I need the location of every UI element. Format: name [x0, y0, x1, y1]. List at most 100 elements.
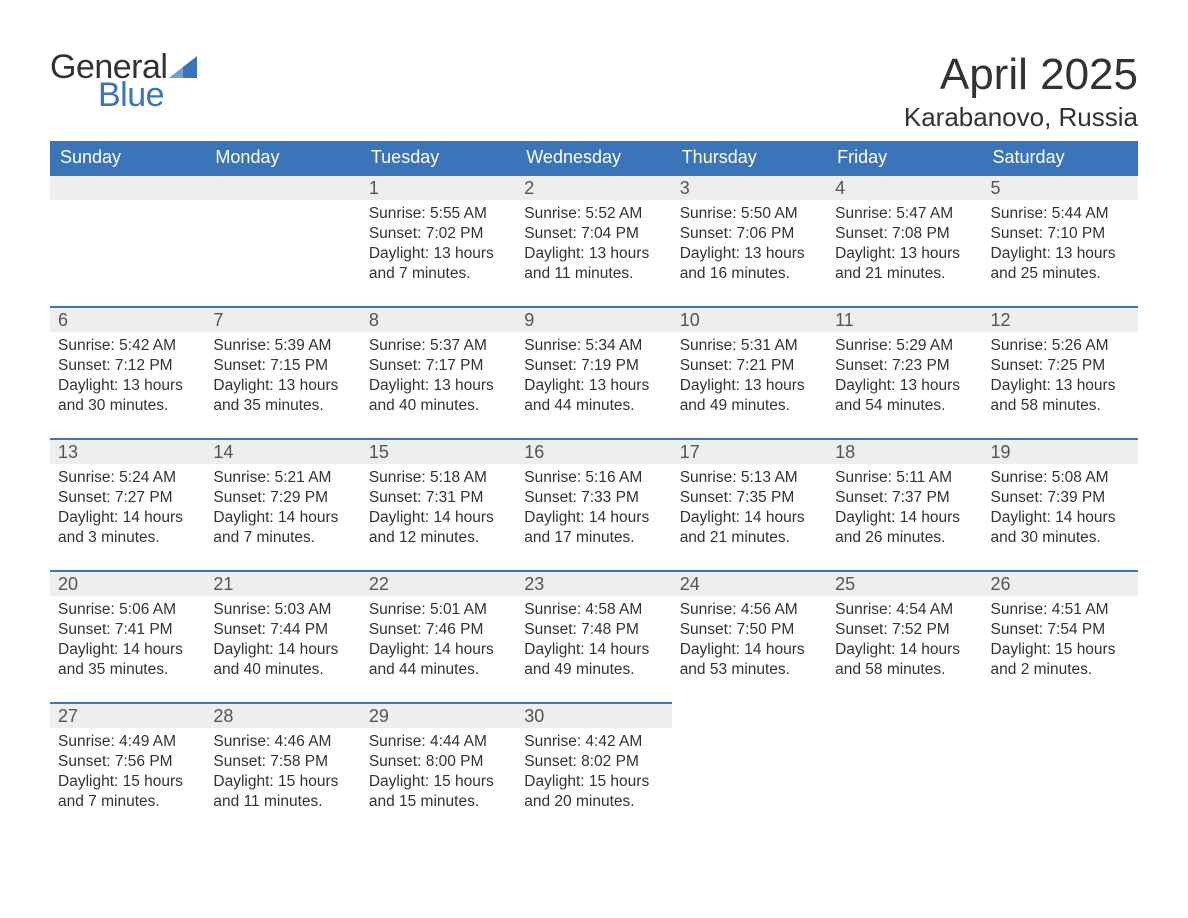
day-sunset: Sunset: 7:25 PM	[991, 356, 1130, 376]
calendar-cell: 12Sunrise: 5:26 AMSunset: 7:25 PMDayligh…	[983, 306, 1138, 438]
day-number-bar: 7	[205, 306, 360, 332]
day-daylight2: and 25 minutes.	[991, 264, 1130, 284]
day-daylight1: Daylight: 15 hours	[369, 772, 508, 792]
calendar-cell: 2Sunrise: 5:52 AMSunset: 7:04 PMDaylight…	[516, 174, 671, 306]
day-daylight2: and 58 minutes.	[835, 660, 974, 680]
day-sunrise: Sunrise: 4:49 AM	[58, 732, 197, 752]
day-sunset: Sunset: 7:10 PM	[991, 224, 1130, 244]
day-number-bar: 25	[827, 570, 982, 596]
day-number: 4	[835, 178, 845, 198]
day-number: 26	[991, 574, 1011, 594]
day-number: 23	[524, 574, 544, 594]
day-sunrise: Sunrise: 4:54 AM	[835, 600, 974, 620]
day-number-bar: 6	[50, 306, 205, 332]
calendar-cell: 19Sunrise: 5:08 AMSunset: 7:39 PMDayligh…	[983, 438, 1138, 570]
day-daylight1: Daylight: 14 hours	[524, 508, 663, 528]
day-number: 3	[680, 178, 690, 198]
day-daylight2: and 7 minutes.	[213, 528, 352, 548]
day-daylight2: and 17 minutes.	[524, 528, 663, 548]
day-sunrise: Sunrise: 5:31 AM	[680, 336, 819, 356]
day-daylight1: Daylight: 15 hours	[213, 772, 352, 792]
day-sunset: Sunset: 7:15 PM	[213, 356, 352, 376]
calendar-cell: 3Sunrise: 5:50 AMSunset: 7:06 PMDaylight…	[672, 174, 827, 306]
day-sunset: Sunset: 7:29 PM	[213, 488, 352, 508]
day-number-bar: 16	[516, 438, 671, 464]
day-body: Sunrise: 5:37 AMSunset: 7:17 PMDaylight:…	[361, 332, 516, 425]
day-body: Sunrise: 5:06 AMSunset: 7:41 PMDaylight:…	[50, 596, 205, 689]
day-body: Sunrise: 5:21 AMSunset: 7:29 PMDaylight:…	[205, 464, 360, 557]
day-body: Sunrise: 5:42 AMSunset: 7:12 PMDaylight:…	[50, 332, 205, 425]
day-daylight2: and 12 minutes.	[369, 528, 508, 548]
calendar-body: 1Sunrise: 5:55 AMSunset: 7:02 PMDaylight…	[50, 174, 1138, 834]
day-daylight2: and 11 minutes.	[213, 792, 352, 812]
day-sunset: Sunset: 7:21 PM	[680, 356, 819, 376]
day-number: 19	[991, 442, 1011, 462]
day-number: 2	[524, 178, 534, 198]
day-daylight1: Daylight: 13 hours	[369, 244, 508, 264]
day-daylight2: and 2 minutes.	[991, 660, 1130, 680]
day-daylight2: and 53 minutes.	[680, 660, 819, 680]
day-header: Wednesday	[516, 141, 671, 174]
day-body: Sunrise: 5:16 AMSunset: 7:33 PMDaylight:…	[516, 464, 671, 557]
day-header: Sunday	[50, 141, 205, 174]
day-sunset: Sunset: 7:23 PM	[835, 356, 974, 376]
day-sunset: Sunset: 7:12 PM	[58, 356, 197, 376]
calendar-cell: 15Sunrise: 5:18 AMSunset: 7:31 PMDayligh…	[361, 438, 516, 570]
day-daylight1: Daylight: 13 hours	[835, 244, 974, 264]
day-sunrise: Sunrise: 5:16 AM	[524, 468, 663, 488]
day-daylight1: Daylight: 14 hours	[835, 508, 974, 528]
day-body: Sunrise: 5:55 AMSunset: 7:02 PMDaylight:…	[361, 200, 516, 293]
day-sunset: Sunset: 7:54 PM	[991, 620, 1130, 640]
calendar-cell: 30Sunrise: 4:42 AMSunset: 8:02 PMDayligh…	[516, 702, 671, 834]
day-sunrise: Sunrise: 5:47 AM	[835, 204, 974, 224]
page-header: General Blue April 2025 Karabanovo, Russ…	[50, 50, 1138, 133]
day-daylight1: Daylight: 14 hours	[680, 508, 819, 528]
day-number-bar: 9	[516, 306, 671, 332]
calendar-cell	[205, 174, 360, 306]
day-sunrise: Sunrise: 5:13 AM	[680, 468, 819, 488]
day-body: Sunrise: 5:29 AMSunset: 7:23 PMDaylight:…	[827, 332, 982, 425]
day-body: Sunrise: 5:08 AMSunset: 7:39 PMDaylight:…	[983, 464, 1138, 557]
day-daylight1: Daylight: 14 hours	[835, 640, 974, 660]
calendar-week-row: 13Sunrise: 5:24 AMSunset: 7:27 PMDayligh…	[50, 438, 1138, 570]
day-number-bar: 4	[827, 174, 982, 200]
day-daylight2: and 58 minutes.	[991, 396, 1130, 416]
calendar-table: SundayMondayTuesdayWednesdayThursdayFrid…	[50, 141, 1138, 834]
calendar-cell: 13Sunrise: 5:24 AMSunset: 7:27 PMDayligh…	[50, 438, 205, 570]
day-sunset: Sunset: 7:46 PM	[369, 620, 508, 640]
day-number-bar	[205, 174, 360, 200]
day-number-bar: 24	[672, 570, 827, 596]
day-number-bar: 12	[983, 306, 1138, 332]
day-daylight1: Daylight: 14 hours	[369, 640, 508, 660]
day-number-bar: 23	[516, 570, 671, 596]
day-body: Sunrise: 5:01 AMSunset: 7:46 PMDaylight:…	[361, 596, 516, 689]
day-number-bar: 15	[361, 438, 516, 464]
day-number-bar: 2	[516, 174, 671, 200]
calendar-cell: 29Sunrise: 4:44 AMSunset: 8:00 PMDayligh…	[361, 702, 516, 834]
day-number-bar	[50, 174, 205, 200]
day-daylight2: and 44 minutes.	[524, 396, 663, 416]
calendar-cell: 26Sunrise: 4:51 AMSunset: 7:54 PMDayligh…	[983, 570, 1138, 702]
day-sunset: Sunset: 7:27 PM	[58, 488, 197, 508]
day-daylight1: Daylight: 13 hours	[524, 244, 663, 264]
day-number: 5	[991, 178, 1001, 198]
day-number: 11	[835, 310, 854, 330]
day-number: 29	[369, 706, 389, 726]
day-number: 16	[524, 442, 544, 462]
day-daylight2: and 40 minutes.	[369, 396, 508, 416]
day-daylight2: and 21 minutes.	[835, 264, 974, 284]
day-sunrise: Sunrise: 5:37 AM	[369, 336, 508, 356]
day-number: 21	[213, 574, 233, 594]
day-number-bar: 21	[205, 570, 360, 596]
day-sunrise: Sunrise: 5:52 AM	[524, 204, 663, 224]
day-sunset: Sunset: 7:58 PM	[213, 752, 352, 772]
day-number-bar: 3	[672, 174, 827, 200]
day-number-bar: 30	[516, 702, 671, 728]
day-sunrise: Sunrise: 5:44 AM	[991, 204, 1130, 224]
day-sunset: Sunset: 7:17 PM	[369, 356, 508, 376]
day-body: Sunrise: 5:13 AMSunset: 7:35 PMDaylight:…	[672, 464, 827, 557]
day-body: Sunrise: 5:18 AMSunset: 7:31 PMDaylight:…	[361, 464, 516, 557]
day-number: 10	[680, 310, 700, 330]
calendar-cell	[50, 174, 205, 306]
day-body: Sunrise: 4:46 AMSunset: 7:58 PMDaylight:…	[205, 728, 360, 821]
